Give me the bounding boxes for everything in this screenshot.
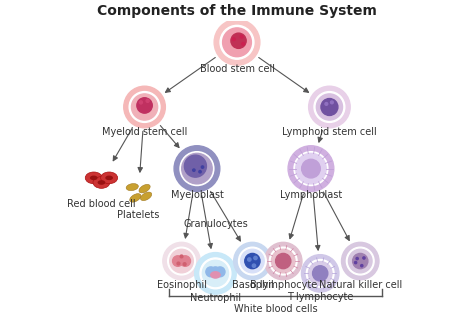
Circle shape — [309, 262, 332, 285]
Circle shape — [146, 99, 149, 102]
Circle shape — [124, 86, 165, 128]
Circle shape — [195, 252, 236, 294]
Text: Red blood cell: Red blood cell — [67, 199, 136, 209]
Text: Lymphoid stem cell: Lymphoid stem cell — [282, 127, 377, 137]
Circle shape — [316, 94, 343, 120]
Ellipse shape — [141, 191, 151, 201]
Circle shape — [247, 258, 251, 261]
Circle shape — [325, 103, 328, 105]
Circle shape — [306, 259, 334, 287]
Ellipse shape — [129, 194, 141, 201]
Text: Natural killer cell: Natural killer cell — [319, 279, 402, 289]
Text: T lymphocyte: T lymphocyte — [287, 292, 354, 302]
Ellipse shape — [105, 175, 113, 180]
Circle shape — [275, 253, 291, 269]
Circle shape — [210, 267, 220, 277]
Circle shape — [294, 152, 328, 185]
Circle shape — [182, 154, 212, 184]
Circle shape — [363, 257, 365, 259]
Circle shape — [201, 166, 204, 168]
Title: Components of the Immune System: Components of the Immune System — [97, 4, 377, 18]
Circle shape — [199, 170, 201, 173]
Circle shape — [342, 242, 379, 280]
Circle shape — [184, 155, 206, 177]
Circle shape — [240, 35, 243, 38]
Text: Lymphoblast: Lymphoblast — [280, 190, 342, 200]
Circle shape — [215, 267, 225, 277]
Circle shape — [170, 249, 193, 273]
Circle shape — [137, 98, 152, 113]
Text: Basophil: Basophil — [231, 279, 273, 289]
Text: Granulocytes: Granulocytes — [183, 219, 248, 229]
Text: Platelets: Platelets — [117, 210, 160, 220]
Circle shape — [321, 99, 338, 116]
Text: White blood cells: White blood cells — [234, 304, 317, 314]
Text: Myeloid stem cell: Myeloid stem cell — [102, 127, 187, 137]
Circle shape — [180, 256, 191, 266]
Ellipse shape — [90, 175, 98, 180]
Circle shape — [288, 146, 334, 191]
Circle shape — [174, 146, 220, 191]
Circle shape — [131, 94, 158, 120]
Circle shape — [301, 255, 339, 292]
Circle shape — [330, 101, 333, 104]
Circle shape — [206, 267, 216, 277]
Ellipse shape — [85, 172, 102, 184]
Text: Blood stem cell: Blood stem cell — [200, 64, 274, 74]
Circle shape — [231, 33, 246, 48]
Circle shape — [312, 266, 328, 281]
Ellipse shape — [98, 180, 105, 185]
Circle shape — [309, 86, 350, 128]
Circle shape — [356, 257, 358, 260]
Ellipse shape — [128, 182, 137, 192]
Circle shape — [346, 247, 374, 275]
Circle shape — [233, 38, 235, 41]
Circle shape — [177, 262, 180, 265]
Ellipse shape — [210, 271, 221, 279]
Text: Myeloblast: Myeloblast — [171, 190, 223, 200]
Circle shape — [180, 255, 183, 258]
Text: B lymphocyte: B lymphocyte — [250, 279, 317, 289]
Circle shape — [200, 258, 231, 289]
Circle shape — [223, 28, 251, 57]
Circle shape — [272, 249, 295, 273]
Circle shape — [238, 247, 266, 275]
Circle shape — [252, 264, 255, 267]
Circle shape — [129, 92, 160, 123]
Circle shape — [314, 92, 345, 123]
Circle shape — [242, 43, 245, 45]
Circle shape — [183, 263, 186, 265]
Circle shape — [139, 101, 142, 104]
Circle shape — [192, 169, 195, 171]
Circle shape — [254, 256, 257, 260]
Ellipse shape — [93, 176, 110, 188]
Circle shape — [220, 25, 254, 59]
Circle shape — [355, 261, 357, 264]
Text: Neutrophil: Neutrophil — [190, 293, 241, 303]
Circle shape — [241, 249, 264, 273]
Circle shape — [234, 242, 271, 280]
Circle shape — [264, 242, 302, 280]
Circle shape — [353, 253, 368, 269]
Circle shape — [296, 154, 326, 184]
Circle shape — [214, 19, 260, 65]
Text: Eosinophil: Eosinophil — [156, 279, 207, 289]
Circle shape — [245, 253, 260, 269]
Circle shape — [168, 247, 195, 275]
Circle shape — [301, 159, 320, 178]
Circle shape — [202, 260, 228, 286]
Circle shape — [269, 247, 297, 275]
Circle shape — [361, 264, 363, 267]
Ellipse shape — [140, 183, 149, 194]
Circle shape — [180, 152, 214, 185]
Ellipse shape — [100, 172, 118, 184]
Circle shape — [163, 242, 200, 280]
Circle shape — [173, 256, 183, 266]
Circle shape — [348, 249, 372, 273]
